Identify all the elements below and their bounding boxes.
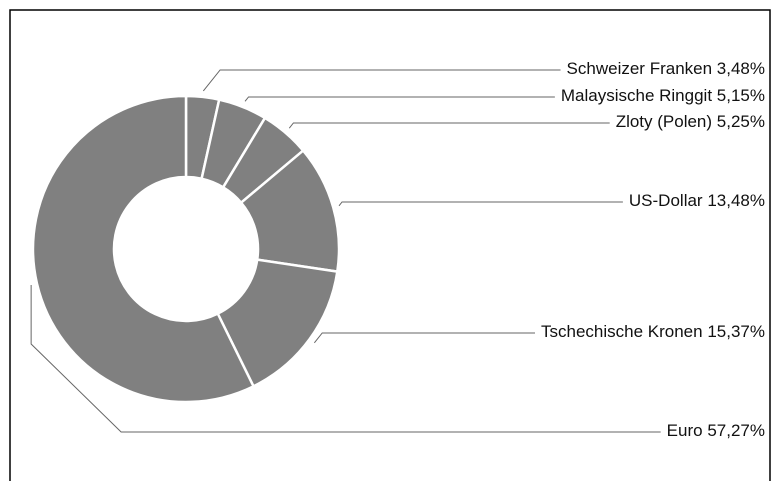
category-name: Malaysische Ringgit: [561, 86, 712, 105]
donut-segment: [31, 94, 256, 404]
category-name: Tschechische Kronen: [541, 322, 703, 341]
donut-segment: [216, 258, 339, 388]
data-label: Euro 57,27%: [667, 421, 765, 440]
data-label: Zloty (Polen) 5,25%: [616, 112, 765, 131]
category-name: Zloty (Polen): [616, 112, 712, 131]
data-label: US-Dollar 13,48%: [629, 191, 765, 210]
category-name: Euro: [667, 421, 703, 440]
value-label: 5,25%: [717, 112, 765, 131]
leader-line: [30, 284, 661, 433]
value-label: 3,48%: [717, 59, 765, 78]
data-label: Tschechische Kronen 15,37%: [541, 322, 765, 341]
value-label: 15,37%: [707, 322, 765, 341]
leader-line: [338, 201, 623, 207]
value-label: 57,27%: [707, 421, 765, 440]
data-label: Malaysische Ringgit 5,15%: [561, 86, 765, 105]
value-label: 5,15%: [717, 86, 765, 105]
category-name: US-Dollar: [629, 191, 703, 210]
frame: [9, 9, 771, 481]
leader-line: [202, 69, 561, 92]
leader-line: [313, 332, 535, 344]
value-label: 13,48%: [707, 191, 765, 210]
category-name: Schweizer Franken: [567, 59, 713, 78]
leader-line: [244, 96, 555, 102]
leader-line: [288, 122, 610, 129]
data-label: Schweizer Franken 3,48%: [567, 59, 765, 78]
